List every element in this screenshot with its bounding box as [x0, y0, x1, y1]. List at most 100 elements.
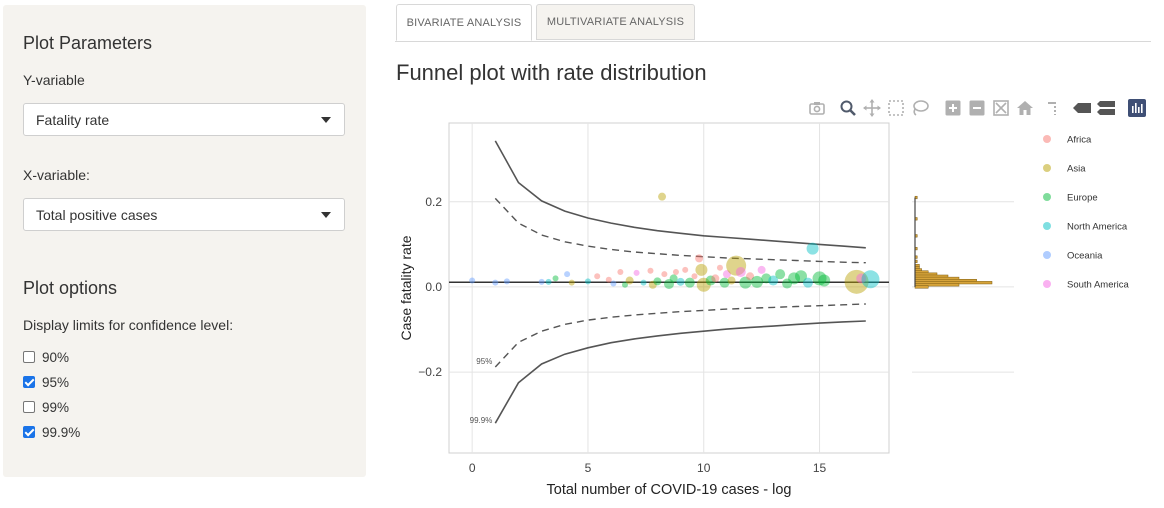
data-point — [545, 278, 552, 285]
checkbox-999[interactable]: 99.9% — [23, 423, 80, 441]
checkbox-90-label: 90% — [42, 349, 70, 365]
data-point — [719, 277, 730, 288]
y-axis-label: Case fatality rate — [398, 235, 414, 340]
data-point — [594, 273, 601, 280]
data-point — [716, 264, 723, 271]
chevron-down-icon — [321, 117, 331, 123]
data-point — [552, 275, 559, 282]
label-95: 95% — [476, 357, 492, 366]
box-select-icon[interactable] — [887, 99, 905, 117]
data-point — [682, 266, 689, 273]
legend-marker — [1043, 251, 1051, 259]
data-point — [795, 270, 807, 283]
data-point — [610, 280, 617, 287]
hover-compare-icon[interactable] — [1096, 99, 1116, 117]
tab-multivariate-analysis[interactable]: MULTIVARIATE ANALYSIS — [536, 4, 695, 40]
data-point — [735, 267, 746, 278]
data-point — [695, 263, 708, 276]
funnel-upper-999 — [494, 140, 866, 249]
y-tick-label: −0.2 — [418, 365, 442, 379]
camera-icon[interactable] — [808, 99, 826, 117]
pan-icon[interactable] — [863, 99, 881, 117]
page-title: Funnel plot with rate distribution — [396, 60, 707, 85]
data-point — [844, 269, 869, 294]
x-tick-label: 0 — [469, 461, 476, 475]
legend-marker — [1043, 280, 1051, 288]
data-point — [812, 271, 827, 286]
chevron-down-icon — [321, 212, 331, 218]
checkbox-99-label: 99% — [42, 399, 70, 415]
legend-label: Oceania — [1067, 251, 1103, 262]
checkbox-95-label: 95% — [42, 374, 70, 390]
checkbox-99[interactable]: 99% — [23, 398, 69, 416]
legend-marker — [1043, 222, 1051, 230]
checkbox-999-box[interactable] — [23, 426, 35, 438]
checkbox-95[interactable]: 95% — [23, 373, 69, 391]
data-point — [625, 276, 634, 285]
data-point — [705, 275, 716, 286]
data-point — [653, 277, 662, 286]
data-point — [761, 273, 772, 284]
data-point — [695, 254, 704, 263]
y-variable-label: Y-variable — [23, 72, 85, 88]
data-point — [640, 279, 647, 286]
hover-closest-icon[interactable] — [1072, 99, 1092, 117]
data-point — [746, 272, 755, 281]
tab-bivariate-analysis[interactable]: BIVARIATE ANALYSIS — [396, 4, 532, 41]
zoom-out-icon[interactable] — [968, 99, 986, 117]
x-axis-label: Total number of COVID-19 cases - log — [547, 482, 792, 498]
data-point — [664, 278, 674, 289]
checkbox-95-box[interactable] — [23, 376, 35, 388]
checkbox-99-box[interactable] — [23, 401, 35, 413]
x-tick-label: 10 — [697, 461, 711, 475]
data-point — [647, 267, 654, 274]
data-point — [696, 277, 711, 292]
data-point — [726, 255, 747, 276]
checkbox-90-box[interactable] — [23, 351, 35, 363]
y-variable-value: Fatality rate — [36, 112, 110, 128]
x-variable-select[interactable]: Total positive cases — [23, 198, 345, 231]
y-variable-select[interactable]: Fatality rate — [23, 103, 345, 136]
data-point — [661, 271, 668, 278]
reset-axes-icon[interactable] — [1016, 99, 1034, 117]
plot-parameters-heading: Plot Parameters — [23, 33, 153, 53]
zoom-in-icon[interactable] — [944, 99, 962, 117]
data-point — [584, 278, 591, 285]
autoscale-icon[interactable] — [992, 99, 1010, 117]
data-point — [564, 271, 571, 278]
x-tick-label: 15 — [813, 461, 827, 475]
data-point — [727, 276, 736, 285]
legend-label: North America — [1067, 222, 1128, 233]
data-point — [672, 269, 679, 276]
label-999: 99.9% — [470, 416, 493, 425]
data-point — [503, 278, 510, 285]
data-point — [648, 280, 657, 289]
plot-area — [448, 122, 890, 454]
spike-lines-icon[interactable] — [1044, 99, 1062, 117]
confidence-level-label: Display limits for confidence level: — [23, 317, 234, 333]
x-variable-value: Total positive cases — [36, 207, 158, 223]
zoom-icon[interactable] — [839, 99, 857, 117]
data-point — [633, 269, 640, 276]
data-point — [757, 265, 766, 274]
data-point — [861, 270, 880, 289]
y-tick-label: 0.2 — [425, 195, 442, 209]
plot-options-heading: Plot options — [23, 278, 118, 298]
plotly-logo-icon[interactable] — [1128, 99, 1146, 117]
data-point — [469, 277, 476, 284]
data-point — [775, 269, 786, 280]
data-point — [782, 278, 793, 289]
data-point — [802, 277, 813, 288]
data-point — [684, 277, 695, 288]
lasso-icon[interactable] — [911, 99, 929, 117]
checkbox-90[interactable]: 90% — [23, 348, 69, 366]
data-point — [788, 272, 801, 285]
funnel-plot: 95% 99.9% 0 5 10 15 0.2 0.0 −0.2 Total number of… — [398, 122, 1129, 498]
data-point — [676, 277, 685, 286]
checkbox-999-label: 99.9% — [42, 424, 81, 440]
plot-modebar — [806, 99, 1146, 119]
tab-bar: BIVARIATE ANALYSIS MULTIVARIATE ANALYSIS — [395, 4, 1151, 42]
legend-label: Africa — [1067, 135, 1092, 146]
x-tick-label: 5 — [585, 461, 592, 475]
funnel-lower-999 — [494, 320, 866, 424]
